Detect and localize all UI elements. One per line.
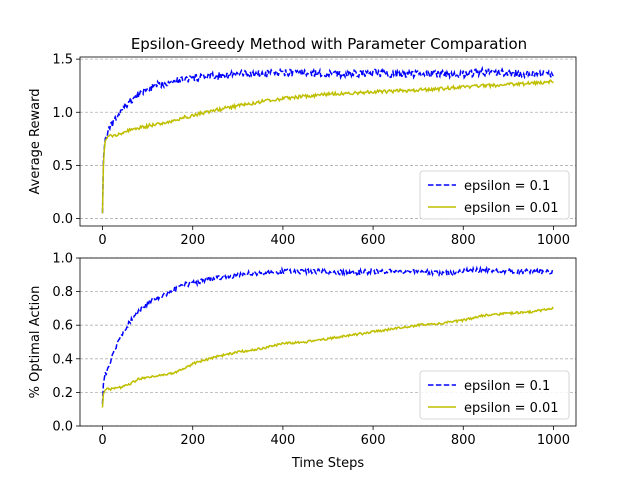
- figure-title: Epsilon-Greedy Method with Parameter Com…: [131, 35, 527, 53]
- series-line: [101, 79, 554, 214]
- x-tick-label: 600: [361, 233, 386, 248]
- y-tick-label: 1.0: [52, 252, 73, 267]
- x-tick-label: 200: [180, 233, 205, 248]
- legend-label: epsilon = 0.01: [464, 401, 559, 416]
- y-tick-label: 0.0: [52, 420, 73, 435]
- x-tick-label: 400: [270, 433, 295, 448]
- series-line: [101, 65, 554, 214]
- legend-box: [419, 170, 570, 220]
- x-tick-label: 0: [98, 233, 106, 248]
- y-tick-label: 0.2: [52, 386, 73, 401]
- y-axis-label: Average Reward: [28, 89, 43, 195]
- y-axis-label: % Optimal Action: [28, 286, 43, 399]
- y-tick-label: 1.0: [52, 106, 73, 121]
- x-tick-label: 600: [361, 433, 386, 448]
- y-tick-label: 0.4: [52, 352, 73, 367]
- y-tick-label: 1.5: [52, 53, 73, 68]
- x-tick-label: 0: [98, 433, 106, 448]
- x-tick-label: 1000: [537, 233, 570, 248]
- legend-label: epsilon = 0.1: [464, 179, 550, 194]
- axes-frame: [79, 56, 577, 227]
- y-tick-label: 0.6: [52, 319, 73, 334]
- series-line: [101, 306, 554, 408]
- x-tick-label: 400: [270, 233, 295, 248]
- optimal-action-subplot: 0.0 0.2 0.4 0.6 0.8 1.0 0 200 400 600 800 1000 % Opt…: [28, 252, 577, 471]
- x-tick-label: 1000: [537, 433, 570, 448]
- axes-frame: [79, 257, 577, 427]
- x-tick-label: 800: [451, 233, 476, 248]
- legend-box: [419, 370, 570, 420]
- x-tick-label: 800: [451, 433, 476, 448]
- reward-subplot: 0.0 0.5 1.0 1.5 0 200 400 600 800 1000 Average Rew…: [28, 53, 577, 248]
- legend-label: epsilon = 0.01: [464, 201, 559, 216]
- y-tick-label: 0.5: [52, 159, 73, 174]
- legend-label: epsilon = 0.1: [464, 379, 550, 394]
- y-tick-label: 0.0: [52, 212, 73, 227]
- x-tick-label: 200: [180, 433, 205, 448]
- x-axis-label: Time Steps: [291, 456, 365, 471]
- y-tick-label: 0.8: [52, 285, 73, 300]
